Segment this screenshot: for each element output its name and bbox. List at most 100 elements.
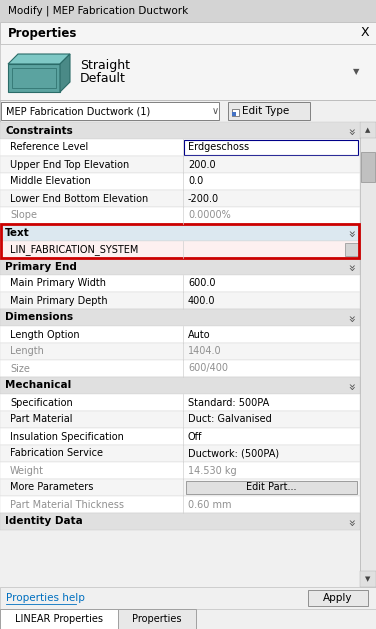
Bar	[361, 152, 375, 182]
Text: ▼: ▼	[353, 67, 359, 77]
Text: More Parameters: More Parameters	[10, 482, 93, 493]
Bar	[0, 377, 360, 394]
Text: MEP Fabrication Ductwork (1): MEP Fabrication Ductwork (1)	[6, 106, 150, 116]
Text: Off: Off	[188, 431, 202, 442]
Bar	[0, 343, 360, 360]
Text: 1404.0: 1404.0	[188, 347, 221, 357]
Text: «: «	[346, 229, 358, 237]
Bar	[118, 609, 196, 629]
Text: «: «	[346, 263, 358, 270]
Polygon shape	[60, 54, 70, 92]
Bar	[0, 241, 360, 258]
Text: «: «	[346, 518, 358, 525]
Bar	[308, 590, 368, 606]
Bar	[0, 0, 376, 22]
Text: Ductwork: (500PA): Ductwork: (500PA)	[188, 448, 279, 459]
Bar	[0, 275, 360, 292]
Text: 14.530 kg: 14.530 kg	[188, 465, 237, 476]
Text: Edit Type: Edit Type	[242, 106, 289, 116]
Bar	[0, 587, 376, 609]
Text: Length Option: Length Option	[10, 330, 80, 340]
Text: ▼: ▼	[365, 576, 371, 582]
Bar	[0, 156, 360, 173]
Bar	[12, 68, 56, 88]
Text: -200.0: -200.0	[188, 194, 219, 204]
Bar	[1, 102, 219, 120]
Bar	[0, 445, 360, 462]
Bar	[0, 173, 360, 190]
Bar	[0, 309, 360, 326]
Text: Constraints: Constraints	[5, 126, 73, 135]
Text: Lower End Bottom Elevation: Lower End Bottom Elevation	[10, 194, 148, 204]
Bar	[0, 360, 360, 377]
Text: 0.60 mm: 0.60 mm	[188, 499, 232, 509]
Text: «: «	[346, 126, 358, 135]
Bar	[0, 207, 360, 224]
Text: Text: Text	[5, 228, 30, 238]
Bar	[1, 224, 359, 258]
Bar	[0, 258, 360, 275]
Bar	[228, 102, 310, 120]
Text: Weight: Weight	[10, 465, 44, 476]
Text: Fabrication Service: Fabrication Service	[10, 448, 103, 459]
Bar	[0, 224, 360, 241]
Text: Modify | MEP Fabrication Ductwork: Modify | MEP Fabrication Ductwork	[8, 6, 188, 16]
Text: Primary End: Primary End	[5, 262, 77, 272]
Bar	[0, 411, 360, 428]
Text: ▲: ▲	[365, 127, 371, 133]
Text: Erdgeschoss: Erdgeschoss	[188, 143, 249, 152]
Text: Upper End Top Elevation: Upper End Top Elevation	[10, 160, 129, 169]
Bar	[360, 122, 376, 138]
Text: Properties: Properties	[132, 614, 182, 624]
Bar	[0, 190, 360, 207]
Text: Specification: Specification	[10, 398, 73, 408]
Text: Apply: Apply	[323, 593, 353, 603]
Bar	[345, 243, 359, 256]
Text: Edit Part...: Edit Part...	[246, 482, 297, 493]
Text: Slope: Slope	[10, 211, 37, 221]
Bar	[0, 428, 360, 445]
Bar	[0, 22, 376, 44]
Bar	[232, 109, 239, 116]
Bar	[184, 140, 358, 155]
Bar	[0, 100, 376, 122]
Text: Size: Size	[10, 364, 30, 374]
Text: Part Material: Part Material	[10, 415, 73, 425]
Text: Properties: Properties	[8, 26, 77, 40]
Text: Auto: Auto	[188, 330, 211, 340]
Text: 600/400: 600/400	[188, 364, 228, 374]
Text: LINEAR Properties: LINEAR Properties	[15, 614, 103, 624]
Text: Straight: Straight	[80, 58, 130, 72]
Text: 0.0000%: 0.0000%	[188, 211, 231, 221]
Text: Properties help: Properties help	[6, 593, 85, 603]
Text: Main Primary Depth: Main Primary Depth	[10, 296, 108, 306]
Text: Length: Length	[10, 347, 44, 357]
Bar	[0, 139, 360, 156]
Text: Mechanical: Mechanical	[5, 381, 71, 391]
Text: «: «	[346, 314, 358, 321]
Bar	[0, 609, 118, 629]
Text: Insulation Specification: Insulation Specification	[10, 431, 124, 442]
Text: Dimensions: Dimensions	[5, 313, 73, 323]
Bar	[186, 481, 357, 494]
Text: Identity Data: Identity Data	[5, 516, 83, 526]
Bar	[0, 44, 376, 100]
Text: 0.0: 0.0	[188, 177, 203, 187]
Bar	[0, 292, 360, 309]
Text: X: X	[361, 26, 369, 40]
Bar	[0, 326, 360, 343]
Text: LIN_FABRICATION_SYSTEM: LIN_FABRICATION_SYSTEM	[10, 244, 138, 255]
Text: Part Material Thickness: Part Material Thickness	[10, 499, 124, 509]
Text: Middle Elevation: Middle Elevation	[10, 177, 91, 187]
Bar	[0, 394, 360, 411]
Text: 400.0: 400.0	[188, 296, 215, 306]
Bar	[0, 496, 360, 513]
Text: 200.0: 200.0	[188, 160, 215, 169]
Text: Duct: Galvanised: Duct: Galvanised	[188, 415, 272, 425]
Bar	[0, 462, 360, 479]
Text: Standard: 500PA: Standard: 500PA	[188, 398, 269, 408]
Text: ∨: ∨	[211, 106, 218, 116]
Bar	[0, 122, 360, 139]
Bar	[0, 513, 360, 530]
Text: Reference Level: Reference Level	[10, 143, 88, 152]
